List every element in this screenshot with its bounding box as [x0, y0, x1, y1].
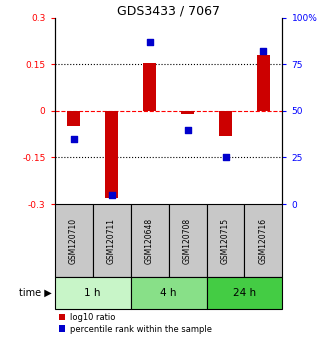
Point: [109, 192, 114, 198]
Point: [261, 48, 266, 54]
Bar: [245, 204, 282, 277]
Bar: [131, 277, 206, 309]
Bar: [169, 204, 206, 277]
Title: GDS3433 / 7067: GDS3433 / 7067: [117, 5, 220, 18]
Bar: [67, 111, 80, 126]
Text: time ▶: time ▶: [19, 288, 51, 298]
Text: GSM120716: GSM120716: [259, 218, 268, 264]
Text: GSM120648: GSM120648: [145, 218, 154, 264]
Text: 1 h: 1 h: [84, 288, 101, 298]
Bar: [92, 204, 131, 277]
Bar: [219, 111, 232, 136]
Point: [71, 136, 76, 142]
Bar: [105, 111, 118, 198]
Bar: [55, 277, 131, 309]
Point: [185, 127, 190, 132]
Text: GSM120711: GSM120711: [107, 218, 116, 264]
Bar: [131, 204, 169, 277]
Bar: [257, 55, 270, 111]
Text: GSM120708: GSM120708: [183, 218, 192, 264]
Bar: [206, 204, 245, 277]
Bar: [143, 63, 156, 111]
Text: 24 h: 24 h: [233, 288, 256, 298]
Bar: [181, 111, 194, 114]
Legend: log10 ratio, percentile rank within the sample: log10 ratio, percentile rank within the …: [59, 313, 212, 333]
Bar: [55, 204, 92, 277]
Text: GSM120710: GSM120710: [69, 218, 78, 264]
Text: GSM120715: GSM120715: [221, 218, 230, 264]
Bar: [206, 277, 282, 309]
Text: 4 h: 4 h: [160, 288, 177, 298]
Point: [223, 155, 228, 160]
Point: [147, 39, 152, 45]
